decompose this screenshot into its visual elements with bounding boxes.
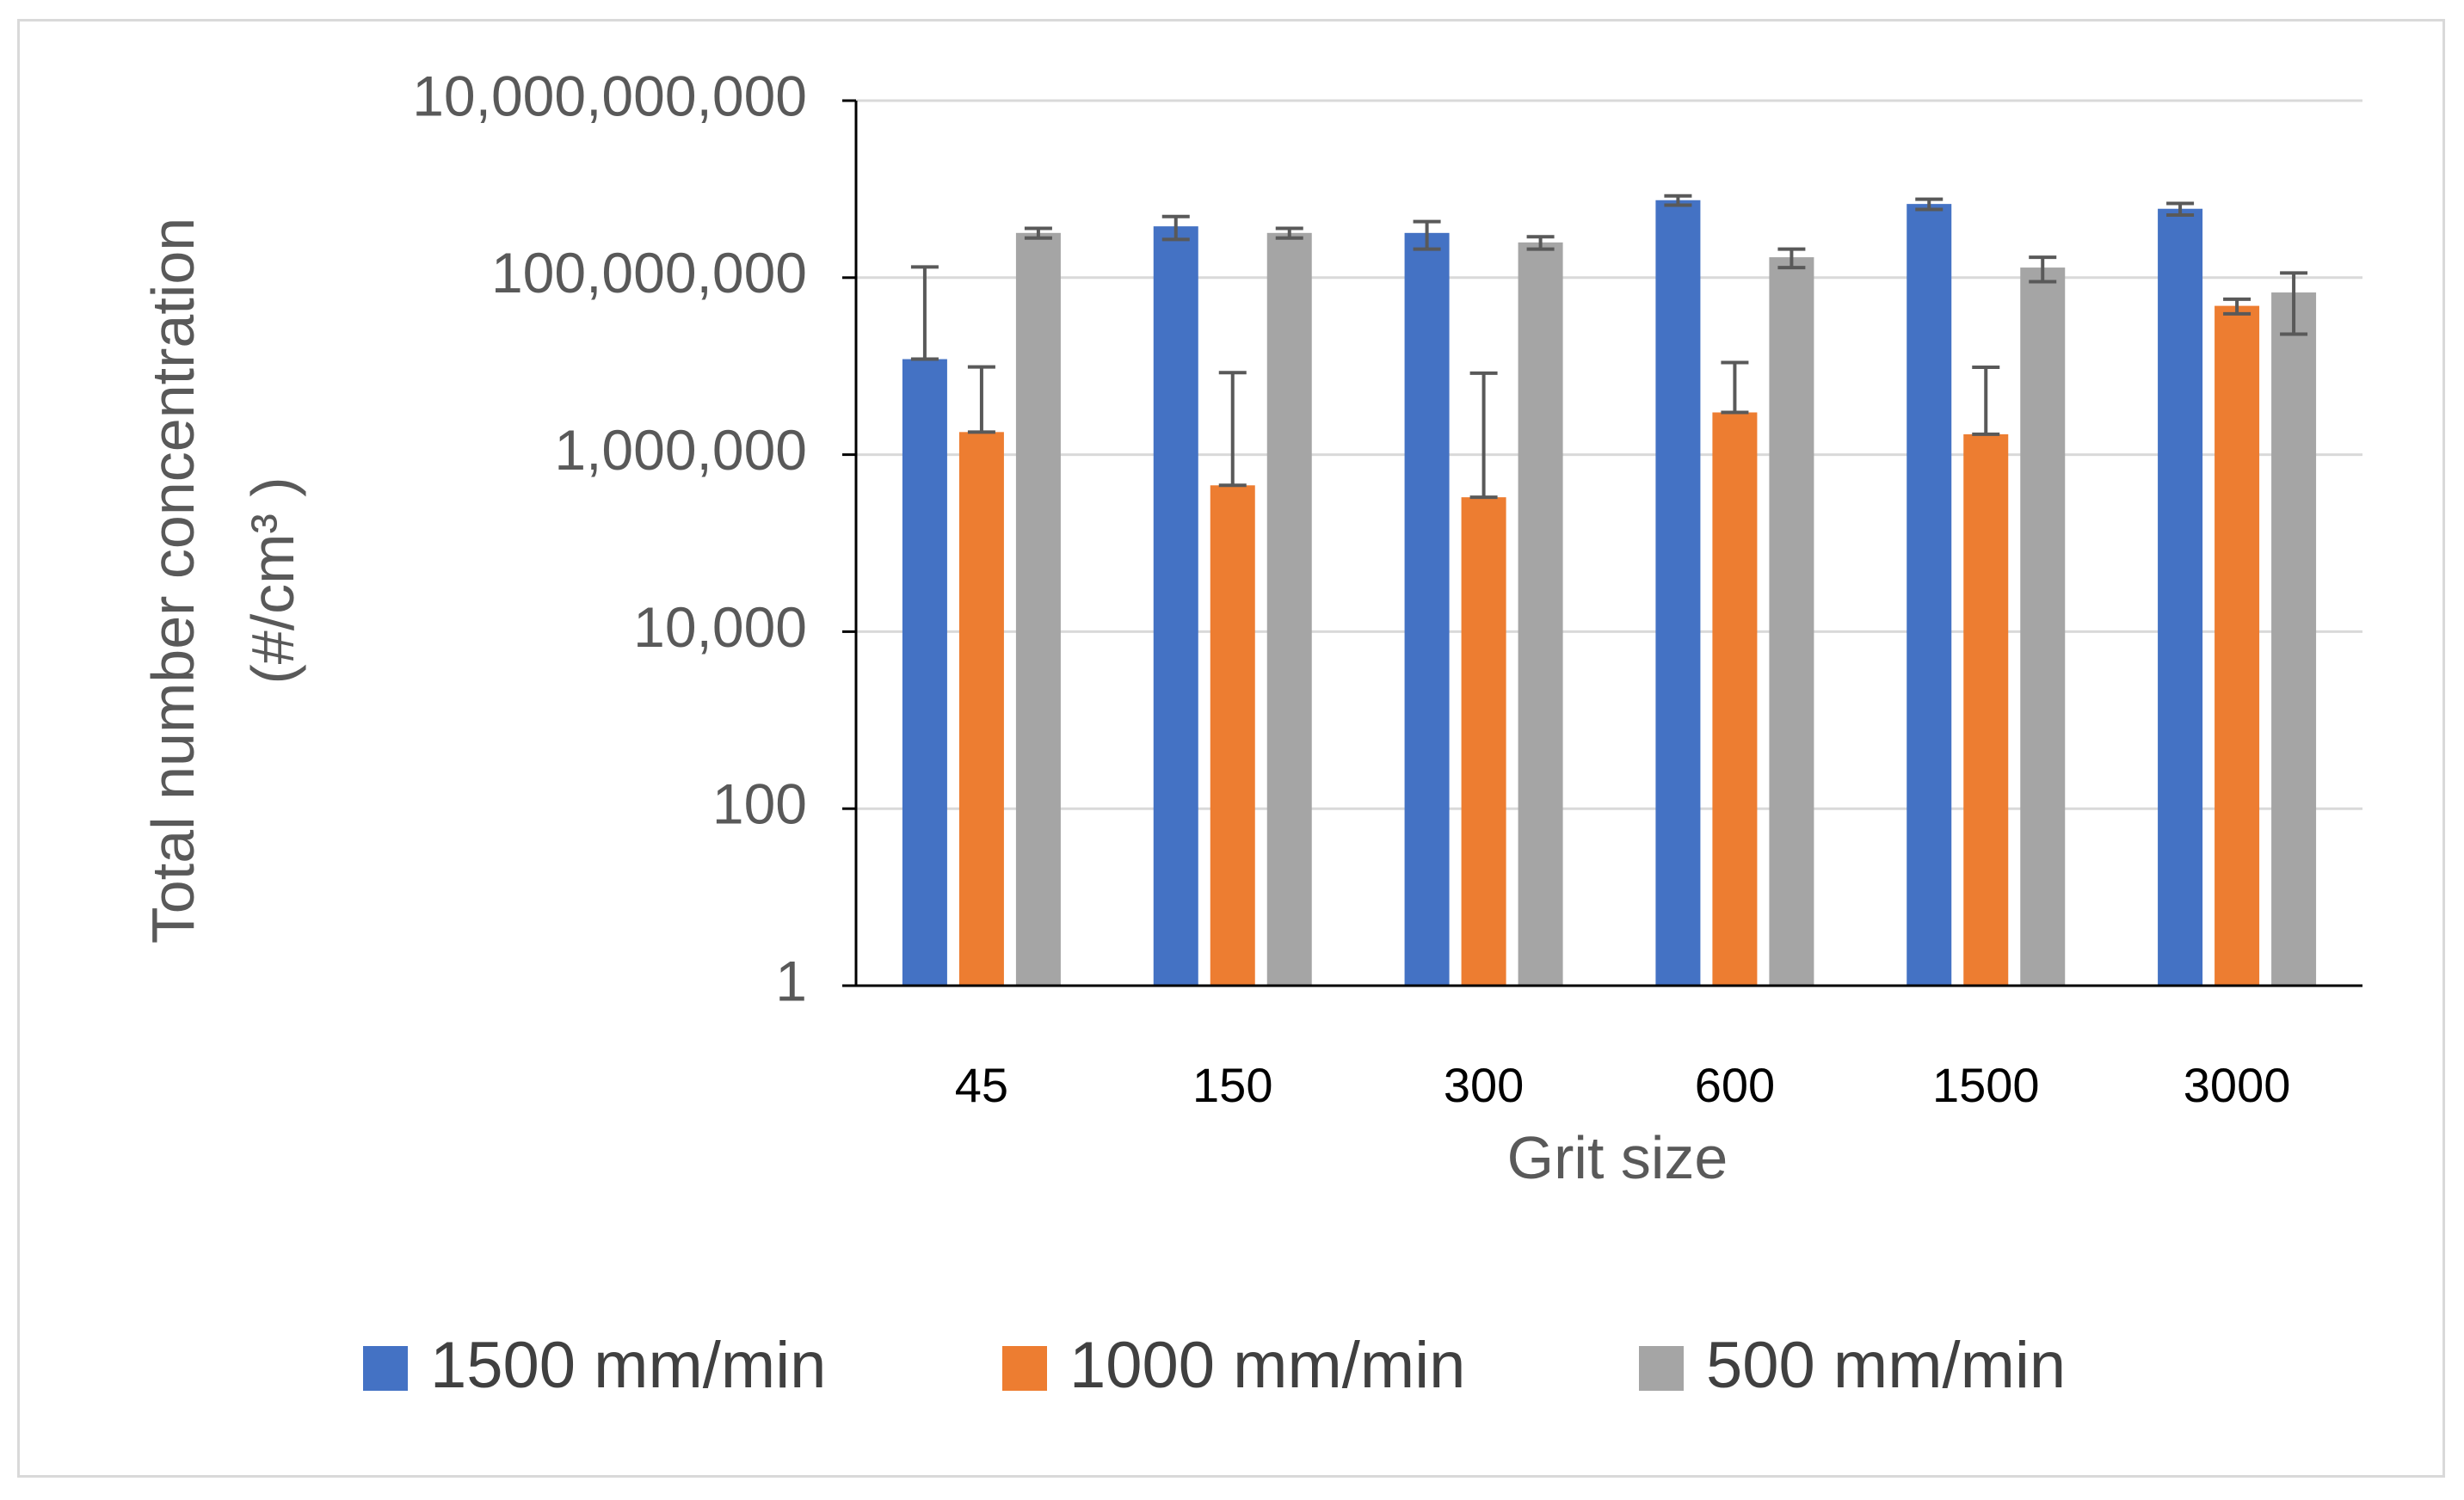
legend-swatch bbox=[1639, 1346, 1684, 1391]
y-tick-labels: 1 100 10,000 1,000,000 100,000,000 10,000,000… bbox=[412, 64, 807, 1012]
legend-label: 500 mm/min bbox=[1706, 1329, 2066, 1402]
x-axis-title: Grit size bbox=[1507, 1124, 1728, 1191]
y-tick-label: 10,000 bbox=[633, 595, 807, 659]
bars-group bbox=[902, 200, 2317, 987]
x-tick-label: 600 bbox=[1695, 1058, 1775, 1112]
bar bbox=[1907, 204, 1952, 986]
bar bbox=[1461, 497, 1506, 986]
bar bbox=[1266, 232, 1312, 986]
legend-swatch bbox=[1002, 1346, 1047, 1391]
legend: 1500 mm/min 1000 mm/min 500 mm/min bbox=[363, 1329, 2066, 1402]
bar bbox=[2020, 267, 2066, 987]
bar bbox=[1963, 433, 2009, 986]
x-tick-label: 3000 bbox=[2184, 1058, 2291, 1112]
bar bbox=[1655, 200, 1701, 986]
bar bbox=[958, 432, 1004, 986]
x-tick-labels: 45 150 300 600 1500 3000 bbox=[955, 1058, 2291, 1112]
x-tick-label: 45 bbox=[955, 1058, 1008, 1112]
y-tick-label: 10,000,000,000 bbox=[412, 64, 807, 127]
bar bbox=[1404, 232, 1450, 986]
y-tick-label: 1,000,000 bbox=[554, 418, 807, 482]
y-tick-label: 1 bbox=[775, 949, 807, 1012]
bar bbox=[902, 359, 947, 986]
bar bbox=[1153, 226, 1198, 986]
bar bbox=[1769, 257, 1814, 986]
x-tick-label: 300 bbox=[1444, 1058, 1524, 1112]
bar bbox=[2158, 208, 2203, 986]
bar bbox=[1015, 232, 1061, 986]
legend-label: 1500 mm/min bbox=[430, 1329, 826, 1402]
bar bbox=[1518, 242, 1563, 987]
bar-chart: 1 100 10,000 1,000,000 100,000,000 10,000,000… bbox=[139, 64, 2362, 1402]
x-tick-label: 150 bbox=[1192, 1058, 1272, 1112]
chart-frame: 1 100 10,000 1,000,000 100,000,000 10,000,000… bbox=[17, 19, 2445, 1478]
y-axis-title-line2: (#/cm³ ) bbox=[239, 476, 306, 684]
error-bars-group bbox=[910, 194, 2308, 500]
legend-label: 1000 mm/min bbox=[1069, 1329, 1465, 1402]
y-tick-label: 100 bbox=[712, 772, 807, 836]
x-tick-label: 1500 bbox=[1932, 1058, 2040, 1112]
bar bbox=[1712, 412, 1758, 986]
y-axis-title-line1: Total number concentration bbox=[139, 218, 206, 944]
axes bbox=[854, 101, 2362, 987]
bar bbox=[2215, 305, 2260, 986]
legend-swatch bbox=[363, 1346, 408, 1391]
y-tick-label: 100,000,000 bbox=[491, 241, 807, 304]
bar bbox=[2271, 292, 2317, 987]
bar bbox=[1210, 485, 1255, 986]
gridlines bbox=[842, 99, 2362, 987]
